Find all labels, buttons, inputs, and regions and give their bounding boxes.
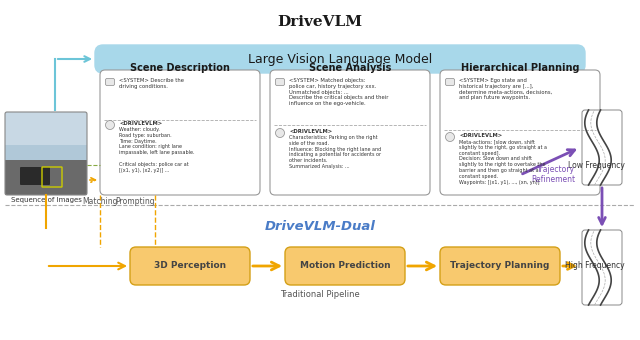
Text: Prompting: Prompting bbox=[115, 197, 155, 206]
Text: Large Vision Language Model: Large Vision Language Model bbox=[248, 52, 432, 66]
Text: <SYSTEM> Describe the
driving conditions.: <SYSTEM> Describe the driving conditions… bbox=[119, 78, 184, 89]
Text: Hierarchical Planning: Hierarchical Planning bbox=[461, 63, 579, 73]
Text: Meta-actions: [slow down, shift
slightly to the right, go straight at a
constant: Meta-actions: [slow down, shift slightly… bbox=[459, 139, 547, 185]
FancyBboxPatch shape bbox=[5, 112, 87, 170]
FancyBboxPatch shape bbox=[5, 160, 87, 195]
Text: <SYSTEM> Ego state and
historical trajectory are [...],
determine meta-actions, : <SYSTEM> Ego state and historical trajec… bbox=[459, 78, 552, 100]
Text: Traditional Pipeline: Traditional Pipeline bbox=[280, 290, 360, 299]
FancyBboxPatch shape bbox=[20, 167, 50, 185]
Text: DriveVLM-Dual: DriveVLM-Dual bbox=[264, 220, 376, 233]
FancyBboxPatch shape bbox=[582, 110, 622, 185]
Text: Trajectory
Refinement: Trajectory Refinement bbox=[531, 165, 575, 184]
Circle shape bbox=[275, 129, 285, 137]
FancyBboxPatch shape bbox=[5, 112, 87, 145]
FancyBboxPatch shape bbox=[582, 230, 622, 305]
Text: DriveVLM: DriveVLM bbox=[277, 15, 363, 29]
FancyBboxPatch shape bbox=[285, 247, 405, 285]
FancyBboxPatch shape bbox=[106, 79, 115, 85]
Text: Motion Prediction: Motion Prediction bbox=[300, 261, 390, 271]
FancyBboxPatch shape bbox=[100, 70, 260, 195]
Text: <SYSTEM> Matched objects:
police car, history trajectory xxx.
Unmatched objects:: <SYSTEM> Matched objects: police car, hi… bbox=[289, 78, 388, 106]
FancyBboxPatch shape bbox=[445, 79, 454, 85]
Circle shape bbox=[106, 120, 115, 130]
FancyBboxPatch shape bbox=[440, 70, 600, 195]
FancyBboxPatch shape bbox=[270, 70, 430, 195]
Text: Sequence of Images: Sequence of Images bbox=[11, 197, 81, 203]
FancyBboxPatch shape bbox=[95, 45, 585, 73]
Text: 3D Perception: 3D Perception bbox=[154, 261, 226, 271]
Text: Trajectory Planning: Trajectory Planning bbox=[451, 261, 550, 271]
Text: Matching: Matching bbox=[83, 197, 118, 206]
Text: Characteristics: Parking on the right
side of the road.
Influence: Blocking the : Characteristics: Parking on the right si… bbox=[289, 135, 381, 169]
Circle shape bbox=[445, 133, 454, 141]
Text: Scene Description: Scene Description bbox=[130, 63, 230, 73]
Text: High Frequency: High Frequency bbox=[565, 261, 625, 271]
Text: <DRIVLEVLM>: <DRIVLEVLM> bbox=[459, 133, 502, 138]
Text: Low Frequency: Low Frequency bbox=[568, 160, 625, 170]
Text: Weather: cloudy.
Road type: suburban.
Time: Daytime.
Lane condition: right lane
: Weather: cloudy. Road type: suburban. Ti… bbox=[119, 127, 195, 173]
FancyBboxPatch shape bbox=[275, 79, 285, 85]
Text: <DRIVLEVLM>: <DRIVLEVLM> bbox=[119, 121, 162, 126]
FancyBboxPatch shape bbox=[130, 247, 250, 285]
Text: Scene Analysis: Scene Analysis bbox=[309, 63, 391, 73]
FancyBboxPatch shape bbox=[440, 247, 560, 285]
Text: <DRIVLEVLM>: <DRIVLEVLM> bbox=[289, 129, 332, 134]
